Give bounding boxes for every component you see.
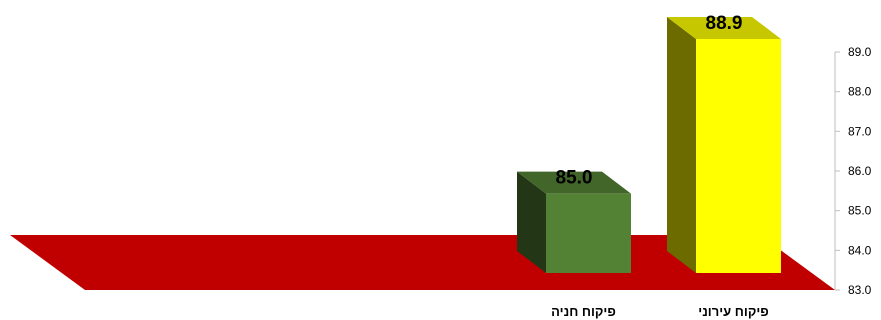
y-tick-label: 89.0 (848, 45, 872, 59)
bar (517, 171, 631, 273)
data-label: 88.9 (706, 13, 743, 34)
bar-top-face (517, 171, 631, 194)
y-tick-label: 87.0 (848, 124, 872, 138)
bar (667, 16, 781, 273)
y-tick-label: 88.0 (848, 85, 872, 99)
y-tick-label: 84.0 (848, 243, 872, 257)
y-axis-ticks: 83.0 84.0 85.0 86.0 87.0 88.0 89.0 (835, 45, 872, 297)
bar-front-face (546, 193, 631, 273)
category-labels: 85.0 פיקוח חניה 88.9 פיקוח עירוני (551, 13, 769, 319)
y-tick-label: 86.0 (848, 164, 872, 178)
y-tick-label: 83.0 (848, 283, 872, 297)
y-tick-label: 85.0 (848, 204, 872, 218)
bars-group (517, 16, 781, 273)
data-label: 85.0 (556, 168, 593, 189)
bar-side-face (517, 171, 546, 273)
category-label: פיקוח חניה (551, 304, 616, 319)
bar-front-face (696, 38, 781, 273)
bar-top-face (667, 16, 781, 39)
bar-side-face (667, 16, 696, 273)
category-label: פיקוח עירוני (698, 304, 768, 319)
